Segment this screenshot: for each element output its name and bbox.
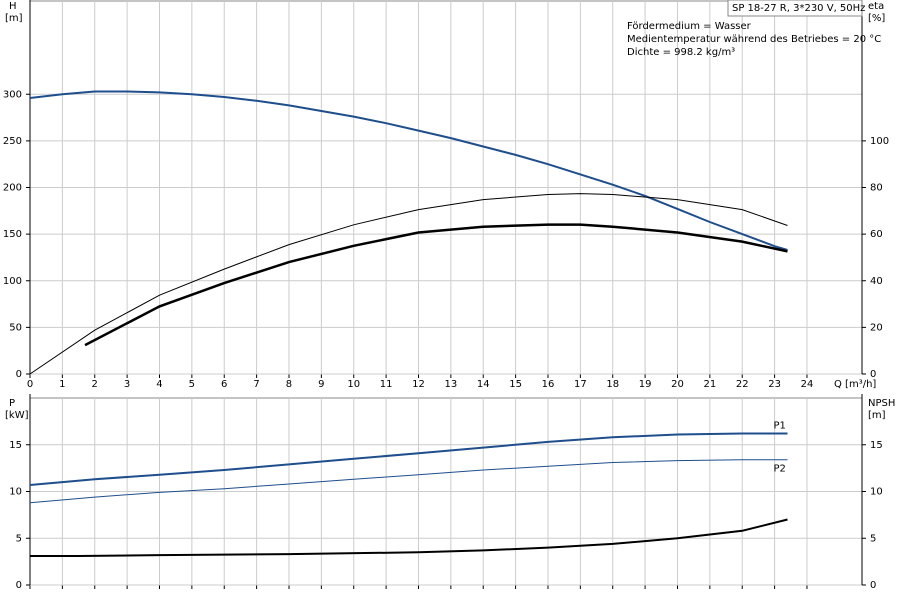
- x-tick-label: 19: [639, 379, 652, 390]
- legend-label: P2: [774, 464, 786, 475]
- y-tick-label: 5: [16, 533, 22, 544]
- y2-tick-label: 80: [870, 183, 883, 194]
- annotation: Medientemperatur während des Betriebes =…: [627, 34, 881, 45]
- x-tick-label: 15: [509, 379, 522, 390]
- x-tick-label: 6: [221, 379, 227, 390]
- x-tick-label: 12: [412, 379, 425, 390]
- y-tick-label: 150: [3, 229, 22, 240]
- curve: [29, 90, 788, 251]
- x-tick-label: 14: [477, 379, 490, 390]
- x-tick-label: 20: [671, 379, 684, 390]
- info-box: [727, 0, 863, 17]
- x-tick-label: 2: [92, 379, 98, 390]
- x-tick-label: 22: [736, 379, 749, 390]
- y2-axis-label: eta: [868, 1, 884, 12]
- y-tick-label: 200: [3, 183, 22, 194]
- x-tick-label: 3: [124, 379, 130, 390]
- subtitle: SP 18-27 R, 3*230 V, 50Hz: [732, 3, 865, 14]
- y-axis-unit: [kW]: [5, 410, 29, 421]
- y2-tick-label: 40: [870, 276, 883, 287]
- y2-axis-unit: [%]: [868, 13, 885, 24]
- x-tick-label: 9: [318, 379, 324, 390]
- y-axis-label: P: [9, 398, 15, 409]
- y-tick-label: 250: [3, 136, 22, 147]
- y-tick-label: 15: [9, 440, 22, 451]
- x-tick-label: 0: [27, 379, 33, 390]
- y-tick-label: 0: [16, 369, 22, 380]
- annotation: Fördermedium = Wasser: [627, 21, 752, 32]
- x-tick-label: 8: [286, 379, 292, 390]
- y2-axis-unit: [m]: [868, 410, 886, 421]
- curve: [29, 459, 788, 504]
- x-tick-label: 4: [156, 379, 162, 390]
- y2-tick-label: 10: [870, 487, 883, 498]
- curve: [29, 193, 788, 375]
- x-tick-label: 21: [703, 379, 716, 390]
- x-tick-label: 23: [768, 379, 781, 390]
- y2-axis-label: NPSH: [868, 398, 895, 409]
- x-tick-label: 5: [189, 379, 195, 390]
- x-tick-label: 18: [606, 379, 619, 390]
- y2-tick-label: 15: [870, 440, 883, 451]
- legend-label: P1: [774, 421, 786, 432]
- y-axis-label: H: [9, 1, 17, 12]
- y-tick-label: 300: [3, 89, 22, 100]
- x-tick-label: 24: [801, 379, 814, 390]
- x-tick-label: 1: [59, 379, 65, 390]
- y-tick-label: 10: [9, 487, 22, 498]
- y2-tick-label: 0: [870, 580, 876, 591]
- y2-tick-label: 5: [870, 533, 876, 544]
- y-tick-label: 50: [9, 322, 22, 333]
- y-tick-label: 100: [3, 276, 22, 287]
- y-axis-unit: [m]: [5, 13, 23, 24]
- y2-tick-label: 100: [870, 136, 889, 147]
- annotation: Dichte = 998.2 kg/m³: [627, 47, 735, 58]
- y2-tick-label: 20: [870, 322, 883, 333]
- x-tick-label: 17: [574, 379, 587, 390]
- y2-tick-label: 60: [870, 229, 883, 240]
- y-tick-label: 0: [16, 580, 22, 591]
- x-tick-label: 16: [542, 379, 555, 390]
- x-tick-label: 13: [444, 379, 457, 390]
- x-tick-label: 7: [253, 379, 259, 390]
- x-tick-label: 11: [380, 379, 393, 390]
- curve: [84, 223, 788, 347]
- curve: [30, 518, 788, 557]
- x-axis-label: Q [m³/h]: [834, 379, 876, 390]
- x-tick-label: 10: [347, 379, 360, 390]
- y2-tick-label: 0: [870, 369, 876, 380]
- curve: [29, 432, 788, 486]
